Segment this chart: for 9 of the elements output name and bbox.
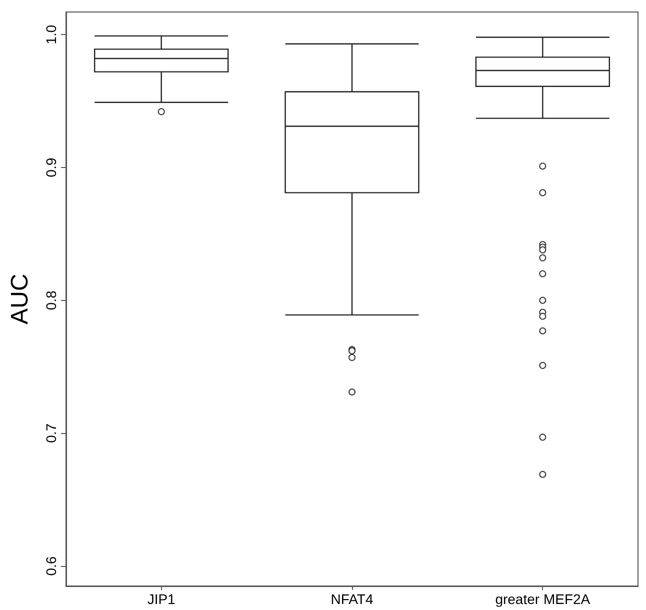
y-axis-title: AUC (6, 274, 34, 324)
x-tick-label: greater MEF2A (495, 591, 591, 607)
y-tick-label: 0.7 (43, 423, 59, 443)
y-tick-label: 0.6 (43, 556, 59, 576)
x-tick-label: NFAT4 (330, 591, 374, 607)
y-tick-label: 1.0 (43, 24, 59, 44)
x-tick-label: JIP1 (147, 591, 176, 607)
y-tick-label: 0.8 (43, 290, 59, 310)
y-tick-label: 0.9 (43, 158, 59, 178)
